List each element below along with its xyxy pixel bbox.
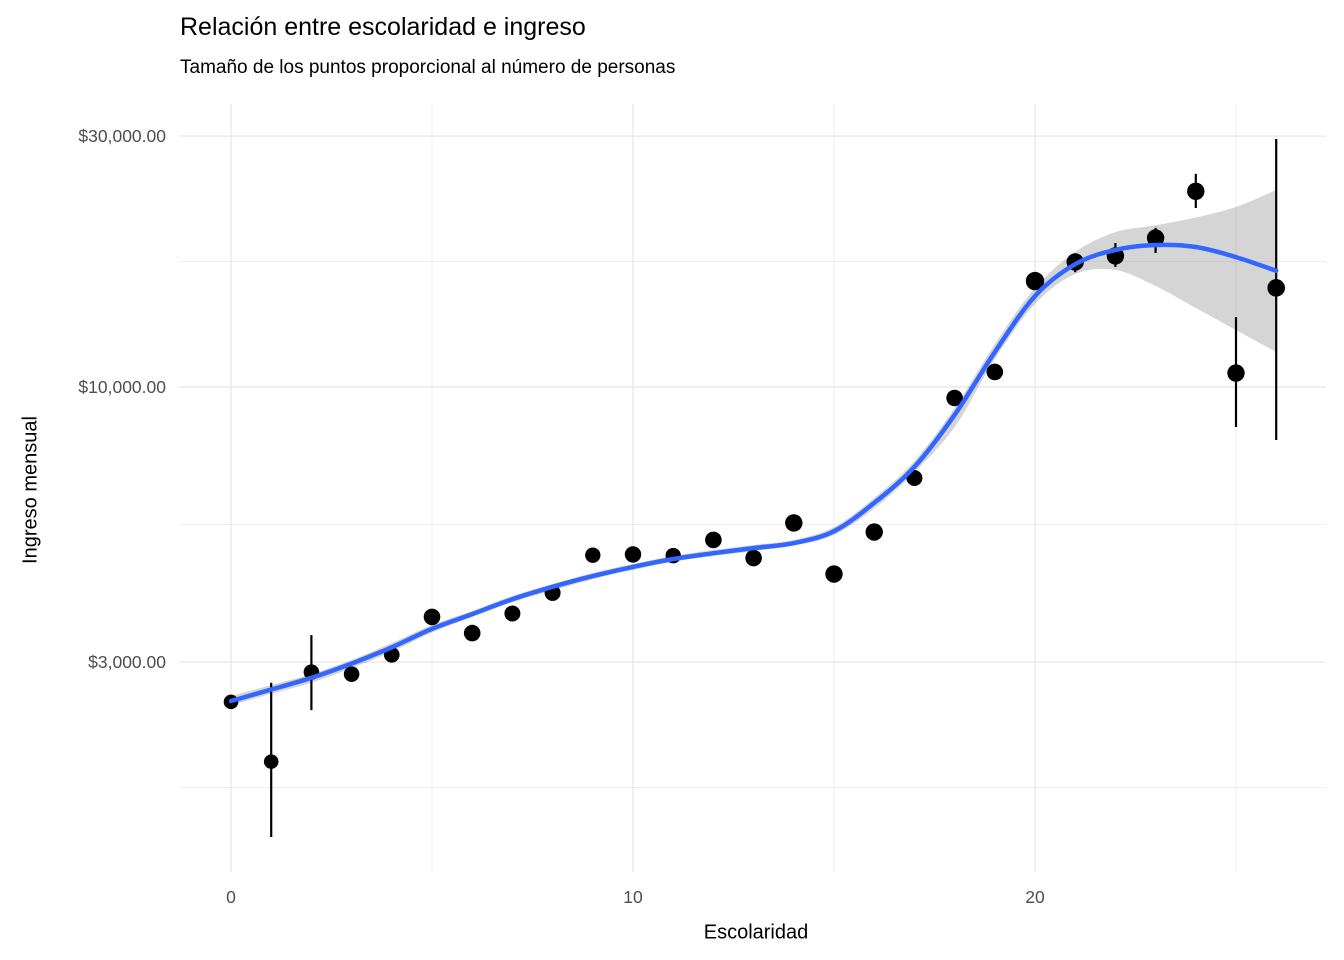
x-tick-label: 0 [226, 887, 236, 907]
data-point [1146, 229, 1165, 247]
data-point [946, 389, 963, 407]
chart-title: Relación entre escolaridad e ingreso [180, 13, 586, 41]
data-point [463, 624, 481, 642]
chart-subtitle: Tamaño de los puntos proporcional al núm… [180, 57, 676, 78]
data-point [1267, 279, 1285, 297]
x-axis-title: Escolaridad [703, 921, 809, 944]
data-point [624, 546, 642, 563]
data-point [1227, 364, 1245, 382]
confidence-ribbon [231, 190, 1277, 706]
smooth-line [228, 242, 1279, 704]
data-point [986, 363, 1004, 381]
data-point [423, 608, 441, 626]
x-tick-label: 20 [1025, 887, 1045, 907]
data-point [343, 666, 360, 682]
data-point [263, 754, 279, 769]
x-tick-label: 10 [623, 887, 643, 907]
data-point [705, 531, 722, 549]
data-point [865, 523, 883, 541]
y-tick-label: $10,000.00 [78, 377, 166, 397]
data-point [1025, 271, 1045, 291]
data-point [825, 565, 843, 583]
data-point [504, 605, 521, 622]
data-point [785, 514, 803, 532]
data-point [1187, 182, 1205, 201]
data-point [745, 549, 762, 567]
data-point [585, 547, 601, 563]
y-tick-label: $30,000.00 [78, 126, 166, 146]
y-tick-label: $3,000.00 [88, 652, 166, 672]
